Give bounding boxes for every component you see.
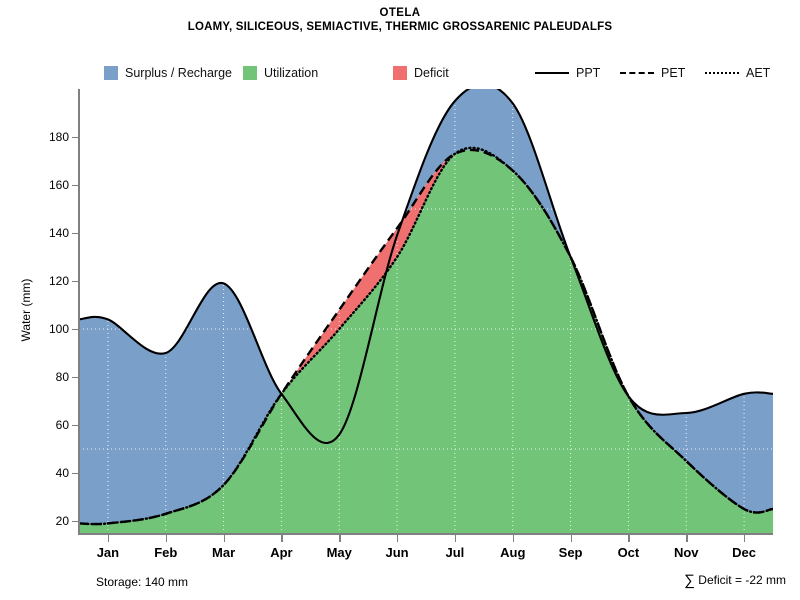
x-tick bbox=[165, 535, 168, 542]
y-tick-label: 120 bbox=[48, 274, 69, 288]
x-tick-label-dec: Dec bbox=[732, 545, 757, 560]
x-tick-label-oct: Oct bbox=[617, 545, 640, 560]
y-tick bbox=[72, 233, 79, 235]
x-tick-label-may: May bbox=[326, 545, 352, 560]
y-tick-label: 80 bbox=[55, 370, 69, 384]
legend-label-pet: PET bbox=[661, 66, 686, 80]
legend-item-surplus: Surplus / Recharge bbox=[104, 66, 232, 80]
chart-title-block: OTELA LOAMY, SILICEOUS, SEMIACTIVE, THER… bbox=[0, 6, 800, 35]
legend-item-aet: AET bbox=[705, 66, 770, 80]
x-tick-label-feb: Feb bbox=[154, 545, 178, 560]
y-tick bbox=[72, 521, 79, 523]
sigma-icon: ∑ bbox=[684, 572, 695, 589]
legend-label-surplus: Surplus / Recharge bbox=[125, 66, 233, 80]
chart-legend: Surplus / Recharge Utilization Deficit P… bbox=[0, 66, 800, 86]
y-tick-label: 160 bbox=[48, 178, 69, 192]
x-tick bbox=[339, 535, 341, 542]
chart-subtitle: LOAMY, SILICEOUS, SEMIACTIVE, THERMIC GR… bbox=[187, 21, 613, 34]
x-tick bbox=[223, 535, 225, 542]
deficit-annotation: ∑ Deficit = -22 mm bbox=[684, 572, 786, 589]
legend-swatch-surplus bbox=[104, 66, 118, 80]
y-axis-line bbox=[78, 89, 80, 533]
x-tick bbox=[397, 535, 399, 542]
legend-label-aet: AET bbox=[746, 66, 771, 80]
y-tick-label: 40 bbox=[55, 466, 69, 480]
legend-swatch-utilization bbox=[243, 66, 257, 80]
legend-item-deficit: Deficit bbox=[393, 66, 449, 80]
x-tick bbox=[628, 535, 630, 542]
legend-item-pet: PET bbox=[620, 66, 685, 80]
x-tick bbox=[454, 535, 457, 542]
y-tick-label: 20 bbox=[55, 514, 69, 528]
legend-item-utilization: Utilization bbox=[243, 66, 318, 80]
x-tick bbox=[744, 535, 746, 542]
plot-area bbox=[77, 83, 775, 533]
y-tick bbox=[72, 377, 79, 379]
page-title: OTELA bbox=[379, 7, 421, 19]
y-tick bbox=[72, 425, 79, 427]
legend-label-ppt: PPT bbox=[576, 66, 601, 80]
y-tick bbox=[72, 185, 79, 187]
storage-annotation: Storage: 140 mm bbox=[96, 575, 189, 589]
y-tick-label: 60 bbox=[55, 418, 69, 432]
x-tick bbox=[281, 535, 283, 542]
x-tick-label-jun: Jun bbox=[385, 545, 409, 560]
line-style-dashed-icon bbox=[620, 67, 654, 79]
legend-swatch-deficit bbox=[393, 66, 407, 80]
y-tick-label: 100 bbox=[48, 322, 69, 336]
y-tick bbox=[72, 329, 79, 331]
x-tick-label-aug: Aug bbox=[500, 545, 526, 560]
legend-label-utilization: Utilization bbox=[264, 66, 319, 80]
legend-item-ppt: PPT bbox=[535, 66, 600, 80]
x-tick-label-mar: Mar bbox=[212, 545, 236, 560]
x-tick bbox=[512, 535, 515, 542]
x-tick bbox=[686, 535, 688, 542]
y-tick bbox=[72, 137, 79, 139]
y-tick-label: 140 bbox=[48, 226, 69, 240]
x-tick-label-sep: Sep bbox=[558, 545, 583, 560]
y-tick bbox=[72, 281, 79, 283]
plot-svg bbox=[77, 83, 775, 533]
x-tick-label-nov: Nov bbox=[673, 545, 699, 560]
x-tick-label-apr: Apr bbox=[270, 545, 293, 560]
line-style-solid-icon bbox=[535, 67, 569, 79]
x-axis-line bbox=[78, 533, 773, 535]
x-tick-label-jul: Jul bbox=[445, 545, 465, 560]
x-tick-label-jan: Jan bbox=[96, 545, 120, 560]
legend-label-deficit: Deficit bbox=[414, 66, 449, 80]
x-tick bbox=[570, 535, 572, 542]
y-tick-label: 180 bbox=[48, 130, 69, 144]
line-style-dotted-icon bbox=[705, 67, 739, 79]
y-tick bbox=[72, 473, 79, 475]
x-tick bbox=[107, 535, 110, 542]
deficit-annotation-text: Deficit = -22 mm bbox=[694, 573, 786, 587]
